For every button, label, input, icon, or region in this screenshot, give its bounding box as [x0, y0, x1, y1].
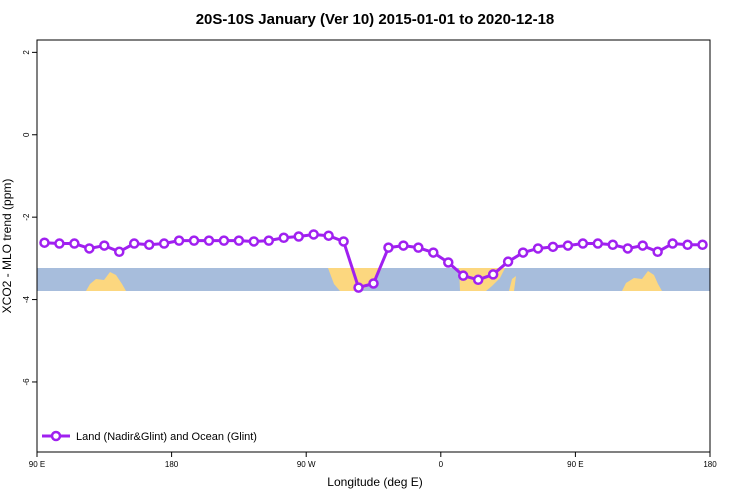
data-point [622, 243, 633, 254]
data-point [682, 239, 693, 251]
data-point [667, 238, 678, 249]
plot-frame [36, 39, 711, 453]
data-point [353, 282, 364, 293]
data-point [562, 240, 574, 251]
data-point [188, 235, 200, 246]
data-point [143, 239, 155, 251]
data-point [487, 269, 499, 280]
data-point [607, 239, 619, 251]
data-point [338, 236, 349, 247]
data-point [428, 247, 439, 258]
x-tick-label: 90 W [297, 460, 316, 469]
data-point [84, 243, 95, 254]
y-tick-label: 0 [22, 132, 31, 137]
legend-label: Land (Nadir&Glint) and Ocean (Glint) [76, 431, 257, 443]
x-axis-label: Longitude (deg E) [327, 475, 422, 489]
y-tick-label: -4 [22, 295, 31, 303]
data-point [278, 232, 290, 244]
data-point [457, 270, 469, 281]
data-point [398, 240, 409, 251]
chart-title: 20S-10S January (Ver 10) 2015-01-01 to 2… [196, 11, 555, 28]
y-tick-label: -2 [22, 213, 31, 221]
data-point [248, 236, 260, 247]
data-point [128, 238, 140, 249]
x-tick-label: 90 E [29, 460, 45, 469]
data-point [293, 231, 304, 242]
data-point [158, 238, 170, 249]
data-point [99, 240, 110, 251]
legend: Land (Nadir&Glint) and Ocean (Glint) [42, 430, 257, 443]
data-point [592, 238, 604, 249]
data-point [218, 235, 230, 246]
data-point [443, 257, 454, 268]
data-point [233, 235, 245, 246]
data-point [502, 256, 514, 267]
data-point [532, 243, 544, 254]
y-tick-label: 2 [22, 50, 31, 55]
data-point [368, 278, 379, 289]
data-point [323, 230, 334, 241]
data-point [263, 235, 275, 246]
legend-marker [50, 430, 62, 442]
y-tick-label: -6 [22, 378, 31, 386]
x-tick-label: 180 [703, 460, 717, 469]
data-point [637, 240, 648, 251]
data-point [577, 238, 589, 249]
data-point [203, 235, 215, 246]
y-axis-label: XCO2 - MLO trend (ppm) [0, 179, 14, 314]
data-point [39, 237, 50, 248]
data-point [697, 239, 708, 251]
x-tick-label: 180 [165, 460, 179, 469]
x-tick-label: 0 [439, 460, 444, 469]
data-point [547, 241, 559, 253]
data-point [54, 238, 65, 249]
data-point [517, 247, 529, 258]
data-point [413, 242, 424, 253]
data-point [173, 235, 185, 246]
x-tick-label: 90 E [567, 460, 583, 469]
data-point [114, 246, 125, 258]
data-point [308, 229, 319, 240]
data-point [652, 246, 663, 258]
data-point [383, 242, 394, 253]
data-point [69, 238, 80, 249]
data-point [472, 274, 484, 286]
